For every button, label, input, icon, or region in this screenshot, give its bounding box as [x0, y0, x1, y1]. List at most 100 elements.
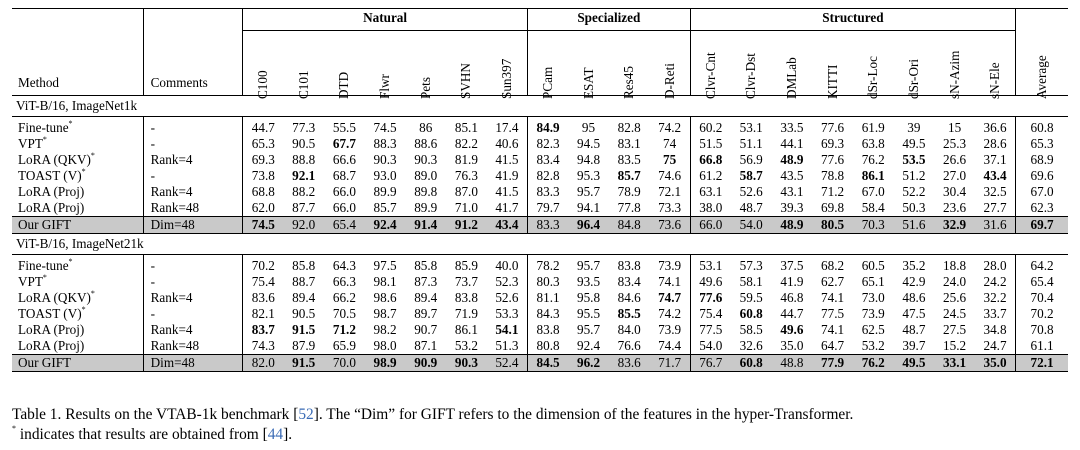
value-cell: 74.3 — [242, 337, 284, 354]
value-cell: 48.6 — [902, 289, 926, 305]
value-cell: 74.5 — [373, 119, 397, 135]
table-row: Fine-tune* -44.7 77.3 55.5 74.5 86 85.1 17.4 84.… — [12, 116, 1068, 136]
value-cell: 83.6 — [608, 353, 650, 372]
value-cell: 65.4 — [324, 215, 365, 234]
value-cell: 73.9 — [658, 321, 682, 337]
value-cell: 94.1 — [576, 199, 601, 215]
section-title: ViT-B/16, ImageNet21k — [12, 232, 1068, 255]
header-average: Average — [1015, 30, 1068, 99]
value-cell: 73.7 — [454, 273, 478, 289]
value-cell: 35.0 — [780, 337, 804, 353]
our-method-row: Our GIFT Dim=48 74.5 92.0 65.4 92.4 91.4 91.2 43… — [12, 215, 1068, 234]
value-cell: 82.8 — [617, 119, 641, 135]
value-cell: 85.9 — [454, 257, 478, 273]
value-cell: 70.2 — [242, 254, 284, 274]
value-cell: 66.0 — [332, 199, 356, 215]
value-cell: 66.3 — [332, 273, 356, 289]
average-cell: 70.2 — [1015, 305, 1068, 322]
citation-marker: * — [42, 272, 47, 282]
results-table-container: Natural Specialized Structured Method Co… — [12, 8, 1068, 372]
average-cell: 65.3 — [1015, 135, 1068, 152]
value-cell: 51.3 — [495, 337, 519, 353]
value-cell: 54.0 — [730, 215, 772, 234]
header-method: Method — [18, 74, 60, 90]
value-cell: 87.3 — [414, 273, 438, 289]
value-cell: 82.8 — [527, 167, 569, 184]
value-cell: 51.2 — [902, 167, 926, 183]
value-cell: 85.8 — [414, 257, 438, 273]
value-cell: 67.0 — [861, 183, 885, 199]
value-cell: 76.2 — [852, 353, 894, 372]
value-cell: 41.9 — [495, 167, 519, 183]
value-cell: 91.5 — [292, 321, 316, 337]
header-comments: Comments — [142, 30, 243, 95]
value-cell: 24.2 — [983, 273, 1007, 289]
value-cell: 94.8 — [576, 151, 601, 167]
header-svhn: SVHN — [458, 62, 474, 99]
value-cell: 84.8 — [608, 215, 650, 234]
value-cell: 77.3 — [292, 119, 316, 135]
value-cell: 25.3 — [943, 135, 967, 151]
value-cell: 31.6 — [974, 215, 1016, 234]
value-cell: 48.9 — [771, 215, 813, 234]
header-d-reti: D-Reti — [661, 62, 677, 99]
value-cell: 36.6 — [983, 119, 1007, 135]
method-cell: Our GIFT — [12, 215, 144, 234]
citation-link[interactable]: 52 — [298, 406, 314, 423]
value-cell: 73.0 — [861, 289, 885, 305]
value-cell: 85.7 — [617, 167, 641, 183]
citation-link[interactable]: 44 — [267, 426, 284, 443]
value-cell: 88.7 — [292, 273, 316, 289]
table-row: LoRA (Proj) Rank=48 62.0 87.7 66.0 85.7 89.9 71… — [12, 199, 1068, 216]
value-cell: 83.3 — [527, 215, 569, 234]
value-cell: 83.7 — [242, 321, 284, 338]
value-cell: 46.8 — [780, 289, 804, 305]
comment-cell: Rank=48 — [142, 337, 243, 354]
value-cell: 90.3 — [446, 353, 487, 372]
value-cell: 15.2 — [943, 337, 967, 353]
value-cell: 82.3 — [527, 135, 569, 152]
value-cell: 85.7 — [373, 199, 397, 215]
value-cell: 48.9 — [780, 151, 804, 167]
value-cell: 90.9 — [405, 353, 447, 372]
table-row: LoRA (QKV)* Rank=4 69.3 88.8 66.6 90.3 90.3 81.… — [12, 151, 1068, 168]
header-sn-azim: sN-Azim — [946, 50, 962, 99]
column-header-row: Method Comments C100 C101 DTD Flwr Pets SVHN S… — [12, 30, 1068, 99]
value-cell: 69.3 — [821, 135, 845, 151]
average-cell: 72.1 — [1015, 353, 1068, 372]
value-cell: 92.0 — [283, 215, 325, 234]
value-cell: 96.2 — [568, 353, 609, 372]
value-cell: 39.7 — [902, 337, 926, 353]
comment-cell: Rank=4 — [142, 183, 243, 200]
value-cell: 78.9 — [617, 183, 641, 199]
value-cell: 30.4 — [943, 183, 967, 199]
value-cell: 47.5 — [902, 305, 926, 321]
value-cell: 74 — [663, 135, 677, 151]
value-cell: 43.4 — [983, 167, 1007, 183]
value-cell: 38.0 — [689, 199, 731, 216]
method-cell: VPT* — [18, 272, 47, 289]
value-cell: 88.2 — [292, 183, 316, 199]
value-cell: 79.7 — [527, 199, 569, 216]
value-cell: 83.8 — [454, 289, 478, 305]
value-cell: 74.1 — [821, 321, 845, 337]
value-cell: 84.6 — [617, 289, 641, 305]
value-cell: 74.2 — [658, 305, 682, 321]
value-cell: 88.3 — [373, 135, 397, 151]
value-cell: 98.9 — [364, 353, 406, 372]
value-cell: 85.8 — [292, 257, 316, 273]
value-cell: 61.9 — [861, 119, 885, 135]
average-cell: 60.8 — [1015, 116, 1068, 136]
value-cell: 64.7 — [821, 337, 845, 353]
comment-cell: - — [142, 116, 243, 136]
value-cell: 89.4 — [292, 289, 316, 305]
value-cell: 69.3 — [242, 151, 284, 168]
header-c100: C100 — [242, 30, 284, 99]
value-cell: 89.4 — [414, 289, 438, 305]
value-cell: 82.2 — [454, 135, 478, 151]
value-cell: 18.8 — [943, 257, 967, 273]
method-cell: TOAST (V)* — [18, 304, 86, 321]
value-cell: 58.5 — [739, 321, 763, 337]
value-cell: 83.5 — [617, 151, 641, 167]
value-cell: 80.8 — [527, 337, 569, 354]
